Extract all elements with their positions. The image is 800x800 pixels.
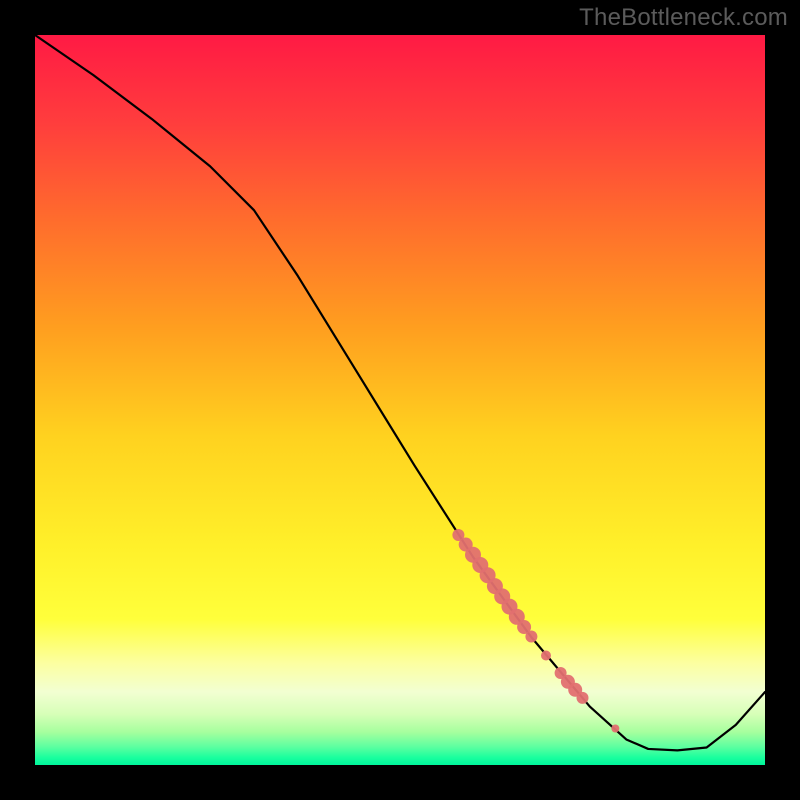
marker-dot [541, 651, 551, 661]
watermark-text: TheBottleneck.com [579, 4, 788, 32]
marker-dot [577, 692, 589, 704]
marker-dot [611, 725, 619, 733]
chart-background [35, 35, 765, 765]
marker-dot [525, 631, 537, 643]
bottleneck-chart [0, 0, 800, 800]
